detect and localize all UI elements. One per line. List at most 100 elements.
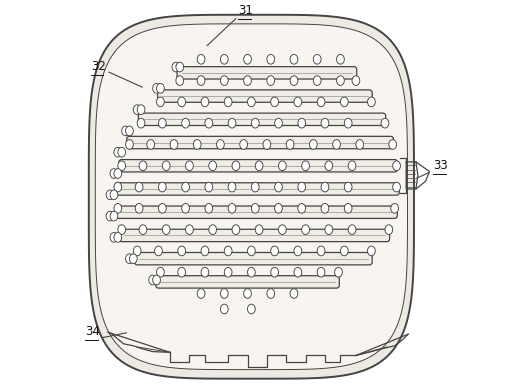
Ellipse shape: [294, 246, 302, 256]
Text: 34: 34: [85, 325, 100, 338]
Ellipse shape: [337, 54, 345, 64]
Ellipse shape: [118, 147, 126, 157]
Ellipse shape: [325, 161, 332, 170]
Ellipse shape: [209, 225, 217, 235]
Ellipse shape: [122, 126, 129, 136]
Ellipse shape: [220, 76, 228, 85]
Ellipse shape: [352, 76, 360, 85]
Ellipse shape: [348, 161, 356, 170]
Ellipse shape: [224, 97, 232, 107]
Ellipse shape: [157, 267, 164, 277]
Ellipse shape: [158, 118, 166, 128]
FancyBboxPatch shape: [135, 253, 372, 265]
Ellipse shape: [302, 225, 309, 235]
Ellipse shape: [126, 126, 133, 136]
Ellipse shape: [335, 267, 342, 277]
Ellipse shape: [172, 62, 180, 72]
Ellipse shape: [271, 97, 278, 107]
Ellipse shape: [232, 161, 240, 170]
Ellipse shape: [271, 267, 278, 277]
Ellipse shape: [368, 246, 375, 256]
Ellipse shape: [290, 289, 298, 298]
Ellipse shape: [251, 182, 259, 192]
Ellipse shape: [271, 246, 278, 256]
FancyBboxPatch shape: [115, 183, 399, 195]
Ellipse shape: [178, 97, 186, 107]
Ellipse shape: [298, 203, 306, 213]
Ellipse shape: [294, 267, 302, 277]
Ellipse shape: [139, 161, 147, 170]
FancyBboxPatch shape: [115, 206, 397, 219]
Ellipse shape: [201, 246, 209, 256]
Ellipse shape: [340, 97, 348, 107]
Ellipse shape: [267, 54, 275, 64]
Text: 31: 31: [238, 4, 252, 17]
Ellipse shape: [110, 211, 118, 221]
Ellipse shape: [135, 182, 143, 192]
Ellipse shape: [158, 203, 166, 213]
Ellipse shape: [391, 203, 399, 213]
Ellipse shape: [139, 225, 147, 235]
Ellipse shape: [251, 118, 259, 128]
Ellipse shape: [220, 304, 228, 314]
Ellipse shape: [228, 203, 236, 213]
Ellipse shape: [317, 267, 325, 277]
Ellipse shape: [321, 182, 329, 192]
Ellipse shape: [313, 54, 321, 64]
Ellipse shape: [114, 147, 122, 157]
Ellipse shape: [244, 289, 251, 298]
Ellipse shape: [393, 161, 400, 170]
Ellipse shape: [176, 76, 184, 85]
Ellipse shape: [163, 225, 170, 235]
Ellipse shape: [110, 190, 118, 200]
Ellipse shape: [186, 225, 194, 235]
Ellipse shape: [248, 267, 255, 277]
Ellipse shape: [181, 118, 189, 128]
Ellipse shape: [114, 182, 122, 192]
Ellipse shape: [255, 225, 263, 235]
Polygon shape: [89, 15, 414, 379]
Ellipse shape: [298, 182, 306, 192]
Ellipse shape: [313, 76, 321, 85]
Ellipse shape: [340, 246, 348, 256]
Ellipse shape: [248, 246, 255, 256]
Ellipse shape: [278, 225, 286, 235]
Ellipse shape: [114, 233, 122, 242]
Ellipse shape: [126, 140, 133, 149]
Ellipse shape: [110, 233, 118, 242]
Ellipse shape: [147, 140, 155, 149]
Ellipse shape: [157, 97, 164, 107]
Text: 32: 32: [90, 60, 106, 73]
Ellipse shape: [255, 161, 263, 170]
Ellipse shape: [197, 54, 205, 64]
Ellipse shape: [275, 118, 282, 128]
Ellipse shape: [158, 182, 166, 192]
Ellipse shape: [155, 246, 163, 256]
Ellipse shape: [181, 203, 189, 213]
Polygon shape: [95, 24, 408, 369]
Ellipse shape: [118, 225, 126, 235]
Ellipse shape: [267, 76, 275, 85]
Ellipse shape: [309, 140, 317, 149]
Ellipse shape: [209, 161, 217, 170]
Ellipse shape: [232, 225, 240, 235]
Ellipse shape: [224, 246, 232, 256]
FancyBboxPatch shape: [127, 136, 393, 149]
Ellipse shape: [228, 118, 236, 128]
Ellipse shape: [197, 289, 205, 298]
Text: 33: 33: [433, 159, 448, 172]
Ellipse shape: [337, 76, 345, 85]
Ellipse shape: [197, 76, 205, 85]
Ellipse shape: [263, 140, 271, 149]
Ellipse shape: [224, 267, 232, 277]
Ellipse shape: [317, 246, 325, 256]
Ellipse shape: [345, 182, 352, 192]
Ellipse shape: [176, 62, 184, 72]
Ellipse shape: [317, 97, 325, 107]
Ellipse shape: [302, 161, 309, 170]
Ellipse shape: [385, 225, 393, 235]
Ellipse shape: [205, 182, 213, 192]
Ellipse shape: [137, 118, 145, 128]
Ellipse shape: [149, 275, 157, 285]
Ellipse shape: [126, 254, 133, 264]
